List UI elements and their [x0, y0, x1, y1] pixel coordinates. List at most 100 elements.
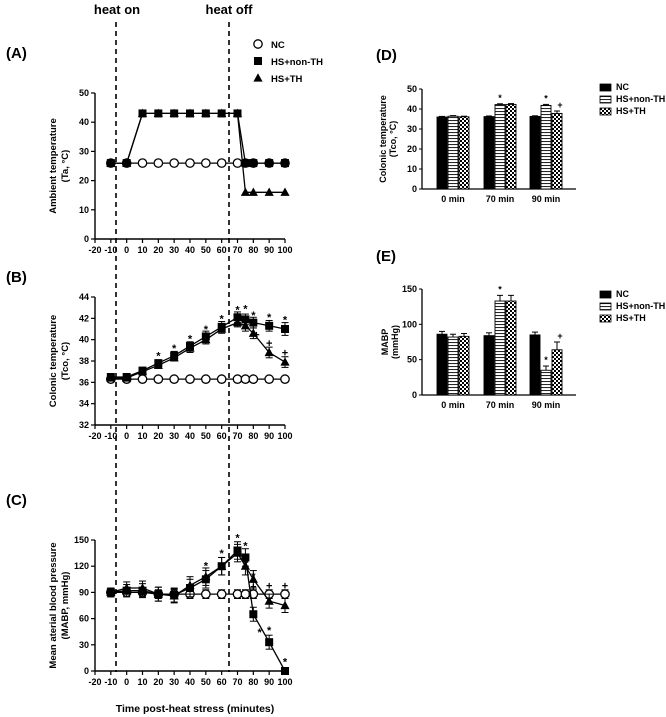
bar-nc-90-min: [529, 115, 541, 190]
data-point-nc: [200, 589, 211, 599]
bar-hs-th-90-min: [551, 349, 563, 396]
significance-asterisk: *: [251, 571, 256, 583]
y-tick-label: 50: [79, 88, 89, 98]
data-point-nc: [216, 374, 227, 384]
y-axis-label-line-2: (mmHg): [390, 325, 400, 359]
data-point-hs-th: [153, 108, 163, 118]
significance-plus: +: [557, 100, 562, 110]
y-tick-label: 120: [74, 561, 89, 571]
y-axis-label-line-2: (Tco, °C): [388, 121, 398, 157]
legend-swatch-hs-th: [599, 314, 612, 323]
panel-label-a: (A): [6, 45, 27, 62]
legend-marker-nc: [253, 39, 263, 49]
y-tick-label: 10: [79, 205, 89, 215]
y-tick-label: 150: [402, 284, 417, 294]
series-line-hs-non-th: [110, 112, 285, 164]
significance-asterisk: *: [498, 284, 502, 294]
significance-asterisk: *: [220, 313, 225, 325]
panel-label-b: (B): [6, 269, 27, 286]
significance-asterisk: *: [172, 343, 177, 355]
x-tick-label: 100: [277, 245, 292, 255]
y-axis-label-line-1: MABP: [380, 329, 390, 356]
x-category-label: 90 min: [532, 194, 561, 204]
data-point-hs-th: [240, 321, 251, 330]
data-point-hs-th: [232, 317, 243, 327]
x-tick-label: 70: [232, 677, 242, 687]
y-tick-label: 42: [79, 313, 89, 323]
x-category-label: 70 min: [486, 194, 515, 204]
legend-swatch-nc: [599, 290, 612, 299]
series-line-nc: [110, 591, 285, 595]
y-axis-label-line-1: Ambient temperature: [48, 118, 59, 214]
series-nc: [105, 374, 290, 384]
legend-swatch-hs-non-th: [599, 302, 612, 311]
series-hs-th: [106, 317, 290, 382]
panel-label-e: (E): [376, 248, 396, 265]
data-point-hs-th: [240, 561, 251, 570]
legend-swatch-hs-th: [599, 107, 612, 116]
data-point-hs-th: [106, 587, 116, 596]
data-point-hs-th: [264, 596, 274, 605]
x-tick-label: 90: [264, 677, 274, 687]
y-tick-label: 90: [79, 587, 89, 597]
data-point-nc: [232, 374, 243, 384]
shared-x-axis-label: Time post-heat stress (minutes): [116, 703, 275, 715]
x-category-label: 0 min: [441, 400, 465, 410]
y-tick-label: 36: [79, 377, 89, 387]
y-axis-label-line-1: Mean aterial blood pressure: [48, 542, 59, 668]
data-point-nc: [248, 374, 259, 384]
x-tick-label: 30: [169, 431, 179, 441]
bar-nc-0-min: [436, 116, 448, 190]
series-hs-th: [106, 108, 290, 196]
y-tick-label: 0: [84, 666, 89, 676]
data-point-hs-th: [264, 347, 274, 357]
data-point-hs-th: [137, 583, 148, 592]
data-point-hs-th: [280, 187, 290, 196]
data-point-hs-th: [201, 108, 211, 118]
y-tick-label: 40: [79, 117, 89, 127]
significance-asterisk: *: [251, 310, 256, 322]
bar-hs-th-70-min: [505, 300, 517, 396]
x-tick-label: 0: [124, 245, 129, 255]
data-point-hs-th: [137, 366, 148, 376]
legend: NC HS+non-TH HS+TH: [253, 39, 323, 85]
x-category-label: 90 min: [532, 400, 561, 410]
x-tick-label: 20: [153, 677, 163, 687]
data-point-hs-non-th: [265, 321, 274, 330]
data-point-hs-th: [153, 360, 163, 369]
x-tick-label: -10: [104, 245, 117, 255]
panel-label-c: (C): [6, 492, 27, 509]
y-tick-label: 30: [79, 640, 89, 650]
legend-swatch-hs-non-th: [599, 95, 612, 104]
legend-marker-hs-non-th: [254, 57, 262, 65]
x-tick-label: 0: [124, 431, 129, 441]
x-tick-label: 0: [124, 677, 129, 687]
data-point-nc: [232, 589, 243, 599]
bar-hs-non-th-0-min: [447, 115, 459, 190]
x-tick-label: 70: [232, 431, 242, 441]
heat-on-label: heat on: [94, 2, 140, 17]
x-tick-label: 100: [277, 431, 292, 441]
data-point-hs-non-th: [249, 159, 258, 168]
data-point-nc: [200, 158, 211, 168]
y-tick-label: 32: [79, 420, 89, 430]
data-point-hs-th: [280, 357, 290, 366]
data-point-hs-th: [232, 548, 243, 557]
y-axis-label-line-2: (MABP, mmHg): [60, 572, 71, 640]
x-tick-label: 40: [185, 431, 195, 441]
x-tick-label: -20: [88, 245, 101, 255]
x-tick-label: 40: [185, 245, 195, 255]
y-axis-label-line-2: (Ta, °C): [60, 150, 71, 183]
significance-plus: +: [266, 581, 272, 593]
significance-plus: +: [250, 581, 256, 593]
data-point-nc: [232, 158, 243, 168]
data-point-nc: [169, 158, 180, 168]
y-tick-label: 40: [407, 104, 417, 114]
data-point-hs-th: [217, 108, 227, 118]
data-point-hs-non-th: [241, 159, 250, 168]
x-tick-label: -10: [104, 431, 117, 441]
legend-label-hs-non-th: HS+non-TH: [616, 94, 665, 104]
series-line-hs-th: [110, 112, 285, 193]
x-tick-label: 10: [137, 431, 147, 441]
significance-asterisk: *: [498, 93, 502, 103]
